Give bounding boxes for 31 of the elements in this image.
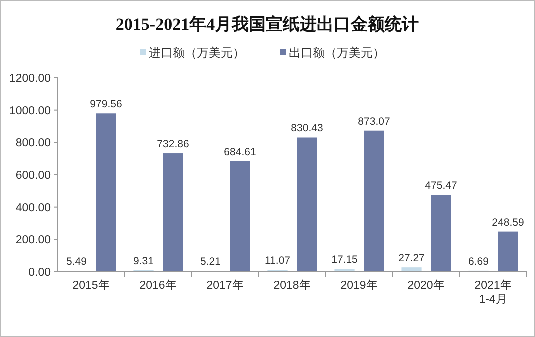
y-tick-label: 0.00	[28, 267, 51, 279]
x-tick-label: 2018年	[274, 279, 312, 292]
chart-title: 2015-2021年4月我国宣纸进出口金额统计	[116, 15, 420, 34]
data-label: 873.07	[358, 116, 390, 128]
y-tick-label: 800.00	[16, 138, 51, 150]
data-label: 27.27	[398, 252, 426, 265]
data-label: 979.56	[90, 98, 122, 111]
data-label: 830.43	[291, 122, 324, 135]
x-tick-label: 2016年	[140, 279, 178, 292]
legend-label: 进口额（万美元）	[149, 46, 245, 60]
data-label: 732.86	[157, 138, 190, 151]
legend-label: 出口额（万美元）	[289, 46, 385, 60]
y-tick-label: 200.00	[16, 234, 51, 247]
data-label: 684.61	[224, 146, 256, 158]
data-label: 248.59	[492, 216, 524, 229]
x-tick-label: 2015年	[72, 279, 110, 292]
data-label: 9.31	[134, 255, 154, 268]
x-tick-label: 2021年 1-4月	[474, 279, 512, 306]
y-tick-label: 1000.00	[9, 105, 51, 118]
data-label: 11.07	[265, 255, 291, 268]
data-label: 17.15	[332, 254, 358, 266]
y-tick-label: 400.00	[16, 202, 51, 214]
y-tick-label: 600.00	[16, 170, 51, 182]
y-tick-label: 1200.00	[9, 73, 51, 85]
x-tick-label: 2017年	[206, 279, 244, 292]
x-tick-label: 2020年	[408, 279, 446, 292]
data-label: 475.47	[425, 180, 458, 192]
data-label: 5.49	[66, 256, 88, 268]
data-label: 5.21	[200, 256, 222, 268]
x-tick-label: 2019年	[340, 279, 378, 292]
data-label: 6.69	[468, 256, 490, 268]
